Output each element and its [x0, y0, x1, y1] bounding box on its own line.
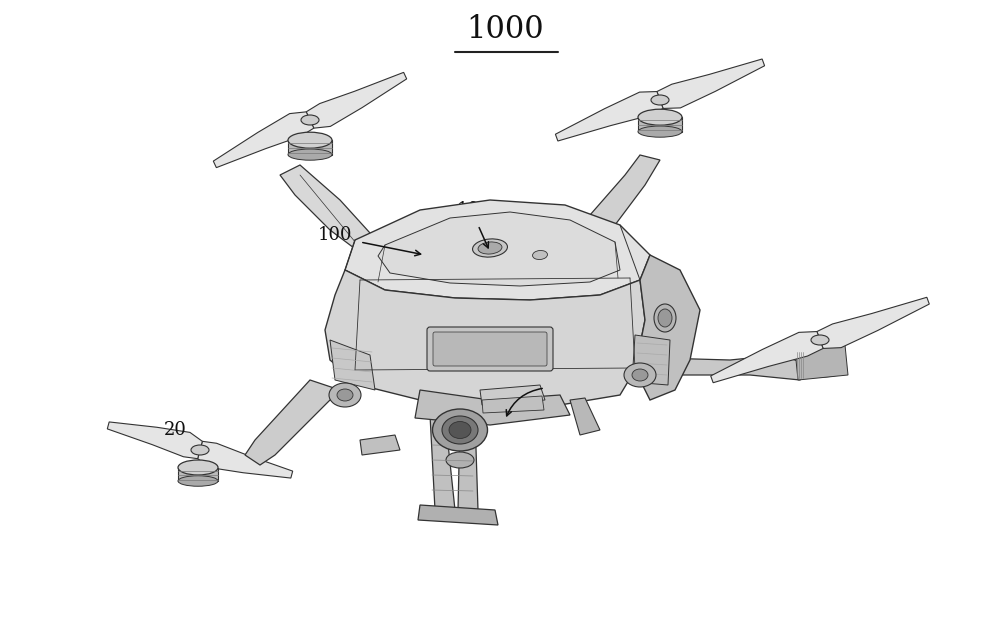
- Polygon shape: [638, 117, 682, 132]
- FancyBboxPatch shape: [427, 327, 553, 371]
- Ellipse shape: [301, 115, 319, 125]
- Polygon shape: [330, 340, 375, 390]
- Polygon shape: [630, 355, 810, 382]
- Polygon shape: [306, 73, 407, 128]
- Polygon shape: [798, 357, 842, 372]
- Ellipse shape: [624, 363, 656, 387]
- Text: 201: 201: [541, 366, 575, 384]
- Ellipse shape: [329, 383, 361, 407]
- Ellipse shape: [288, 149, 332, 160]
- Polygon shape: [415, 390, 570, 425]
- Ellipse shape: [473, 239, 507, 257]
- Ellipse shape: [178, 460, 218, 475]
- FancyBboxPatch shape: [433, 332, 547, 366]
- Polygon shape: [280, 165, 390, 260]
- Ellipse shape: [337, 389, 353, 401]
- Polygon shape: [555, 91, 663, 141]
- Polygon shape: [632, 335, 670, 385]
- Text: 20: 20: [164, 421, 186, 439]
- Polygon shape: [345, 200, 650, 300]
- Ellipse shape: [478, 242, 502, 254]
- Ellipse shape: [533, 251, 547, 259]
- Polygon shape: [482, 396, 544, 413]
- Ellipse shape: [442, 416, 478, 444]
- Polygon shape: [635, 255, 700, 400]
- Polygon shape: [325, 270, 645, 408]
- Polygon shape: [480, 385, 545, 405]
- Ellipse shape: [446, 452, 474, 468]
- Polygon shape: [107, 422, 202, 459]
- Polygon shape: [430, 415, 455, 510]
- Ellipse shape: [798, 349, 842, 365]
- Ellipse shape: [632, 369, 648, 381]
- Ellipse shape: [638, 126, 682, 137]
- Ellipse shape: [798, 366, 842, 377]
- Polygon shape: [288, 140, 332, 155]
- Ellipse shape: [658, 309, 672, 327]
- Polygon shape: [570, 398, 600, 435]
- Polygon shape: [458, 418, 478, 510]
- Ellipse shape: [191, 445, 209, 455]
- Ellipse shape: [651, 95, 669, 105]
- Text: 10: 10: [456, 201, 480, 219]
- Ellipse shape: [449, 422, 471, 439]
- Ellipse shape: [432, 409, 488, 451]
- Polygon shape: [418, 505, 498, 525]
- Polygon shape: [817, 297, 929, 348]
- Polygon shape: [795, 345, 848, 380]
- Polygon shape: [178, 468, 218, 481]
- Polygon shape: [378, 212, 620, 286]
- Polygon shape: [711, 331, 823, 383]
- Polygon shape: [198, 441, 293, 478]
- Ellipse shape: [654, 304, 676, 332]
- Polygon shape: [245, 380, 360, 465]
- Text: 1000: 1000: [466, 15, 544, 45]
- Ellipse shape: [638, 109, 682, 125]
- Polygon shape: [560, 155, 660, 255]
- Ellipse shape: [811, 335, 829, 345]
- Polygon shape: [213, 112, 314, 168]
- Text: 100: 100: [318, 226, 352, 244]
- Polygon shape: [657, 59, 765, 109]
- Ellipse shape: [178, 476, 218, 487]
- Ellipse shape: [288, 133, 332, 148]
- Polygon shape: [360, 435, 400, 455]
